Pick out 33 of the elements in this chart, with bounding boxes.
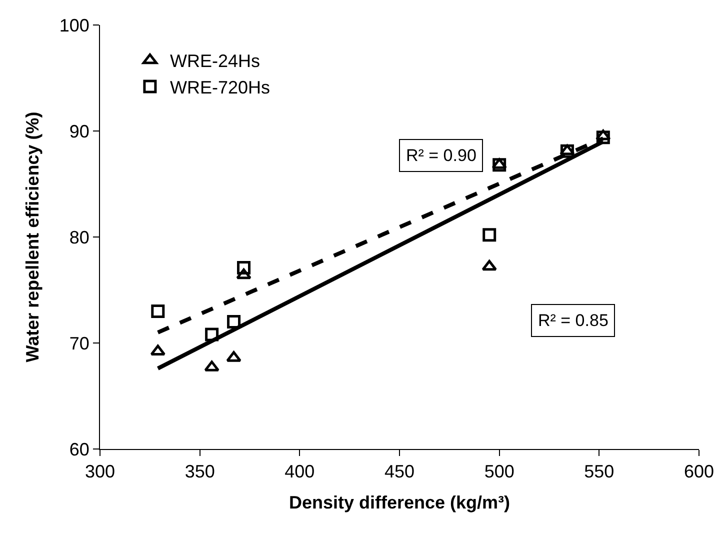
x-tick-label: 400 — [284, 462, 315, 482]
x-tick-label: 450 — [384, 462, 415, 482]
point — [492, 158, 506, 172]
x-tick-label: 350 — [184, 462, 215, 482]
point — [482, 260, 497, 271]
y-axis-title: Water repellent efficiency (%) — [22, 112, 43, 362]
point — [482, 228, 496, 242]
point — [237, 260, 251, 274]
point — [492, 158, 507, 169]
point — [205, 328, 219, 342]
point — [596, 130, 610, 144]
annotation: R² = 0.85 — [538, 311, 608, 330]
point — [204, 360, 220, 372]
point — [227, 315, 241, 329]
y-tick-label: 70 — [69, 333, 90, 354]
x-tick-label: 550 — [584, 462, 614, 482]
y-tick-label: 100 — [59, 15, 90, 36]
x-tick-label: 600 — [684, 462, 714, 482]
y-tick-label: 80 — [69, 227, 90, 248]
point — [560, 144, 574, 158]
point — [226, 351, 242, 362]
point — [151, 304, 165, 318]
x-tick-label: 300 — [84, 462, 116, 482]
y-tick-label: 90 — [69, 121, 90, 142]
legend-label: WRE-720Hs — [170, 78, 270, 98]
annotation: R² = 0.90 — [406, 146, 476, 165]
point — [560, 144, 575, 156]
point — [236, 268, 252, 280]
y-tick-label: 60 — [69, 439, 90, 460]
point — [150, 344, 166, 356]
legend-label: WRE-24Hs — [170, 51, 260, 72]
x-axis-title: Density difference (kg/m³) — [288, 492, 510, 513]
x-tick-label: 500 — [484, 462, 514, 482]
